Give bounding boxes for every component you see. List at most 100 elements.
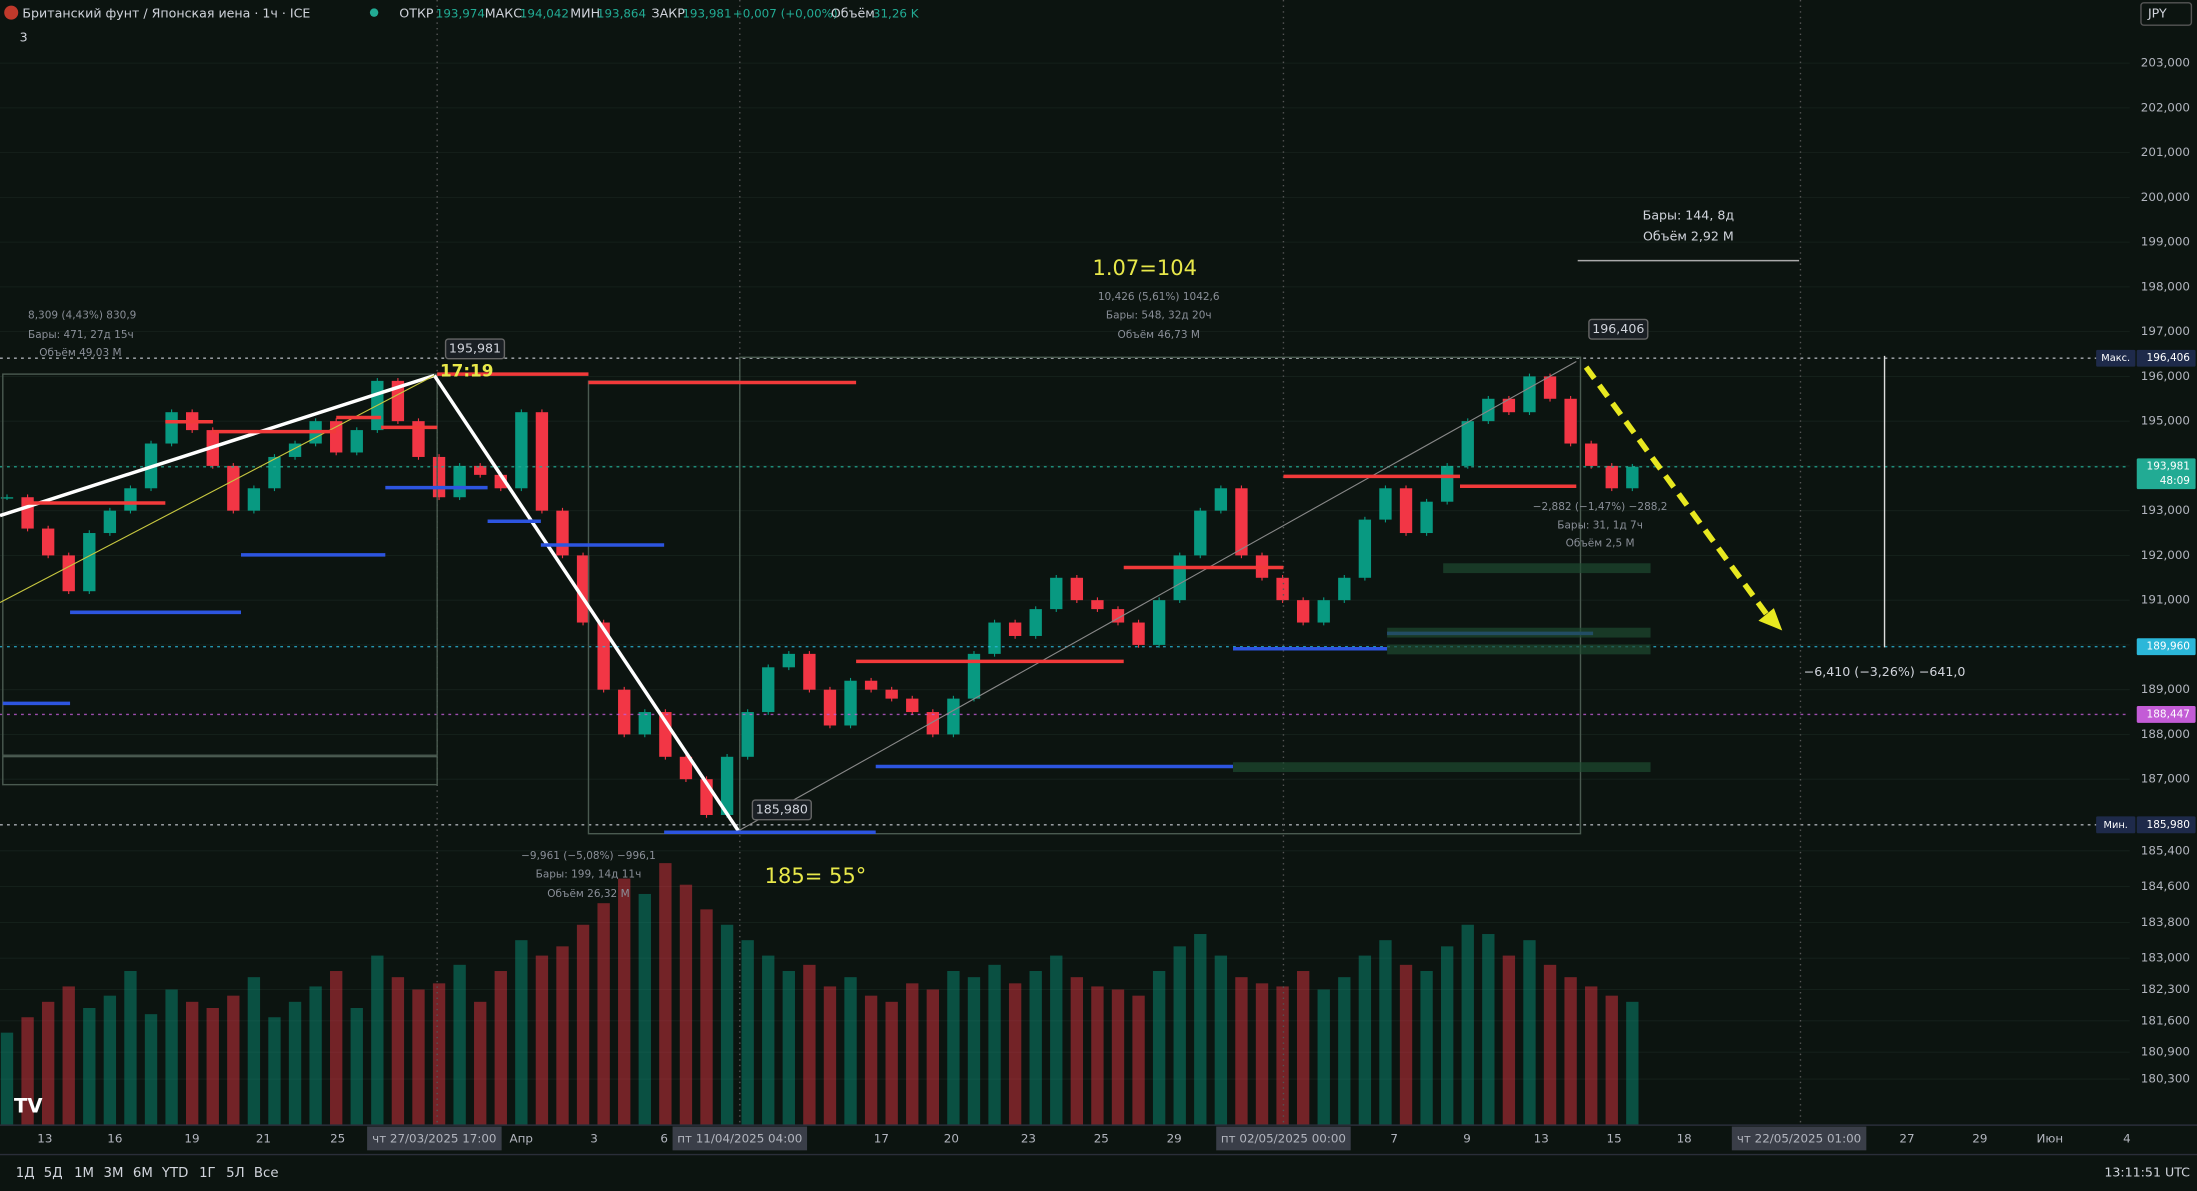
volume-bar (1255, 983, 1269, 1126)
ohlc-label: МАКС (485, 6, 522, 21)
range-text: −6,410 (−3,26%) −641,0 (1804, 664, 1966, 679)
candle-body (1194, 510, 1207, 556)
measure-text: Бары: 199, 14д 11ч (536, 868, 642, 880)
measure-text: Бары: 548, 32д 20ч (1106, 309, 1212, 321)
y-tick-label: 192,000 (2141, 548, 2190, 562)
candle-body (62, 555, 75, 592)
price-tag-text: Мин. (2104, 820, 2128, 831)
volume-bar (988, 964, 1001, 1126)
candle-body (432, 456, 446, 498)
candle-body (391, 380, 405, 422)
price-badge (2136, 349, 2196, 367)
trend-line (0, 373, 435, 518)
measure-box (2, 755, 438, 786)
volume-bar (1008, 983, 1022, 1126)
volume-bar (1420, 971, 1433, 1126)
candle-body (535, 412, 549, 511)
price-tag (2096, 349, 2136, 367)
countdown: 48:09 (2160, 475, 2190, 487)
volume-bar (21, 1017, 34, 1126)
period-button[interactable]: 5Д (44, 1166, 63, 1181)
candle-body (597, 622, 610, 690)
x-tick-label: 18 (1677, 1132, 1692, 1146)
volume-bar (1626, 1001, 1639, 1126)
candle-body (1399, 488, 1413, 534)
measure-text: Объём 46,73 M (1118, 329, 1200, 341)
x-tick-label: 20 (944, 1132, 959, 1146)
measure-text: 8,309 (4,43%) 830,9 (28, 309, 136, 321)
volume-bar (1461, 924, 1474, 1126)
candle-body (782, 653, 795, 668)
volume-bar (1194, 934, 1207, 1126)
clock: 13:11:51 UTC (2104, 1164, 2190, 1179)
volume-bar (700, 909, 713, 1126)
volume-bar (1543, 964, 1557, 1126)
measure-text: Объём 49,03 M (39, 347, 121, 359)
period-button[interactable]: 1М (74, 1166, 94, 1181)
candle-body (967, 653, 981, 699)
candle-body (823, 689, 837, 726)
period-button[interactable]: YTD (161, 1166, 188, 1181)
period-button[interactable]: 5Л (226, 1166, 244, 1181)
volume-bar (967, 977, 981, 1126)
period-button[interactable]: 1Г (199, 1166, 216, 1181)
candle-body (83, 533, 96, 592)
volume-bar (1235, 977, 1248, 1126)
x-tick-label: 29 (1972, 1132, 1987, 1146)
time-cursor-badge (1216, 1126, 1351, 1151)
candle-body (268, 456, 281, 489)
candle-body (947, 698, 960, 735)
volume-bar (1173, 946, 1186, 1126)
volume-bar (144, 1014, 158, 1126)
candle-body (227, 465, 240, 511)
volume-bar (1317, 989, 1330, 1126)
currency-button[interactable] (2140, 2, 2193, 26)
period-button[interactable]: 6М (133, 1166, 153, 1181)
measure-text: −2,882 (−1,47%) −288,2 (1533, 501, 1668, 513)
period-button[interactable]: Все (254, 1166, 279, 1181)
logo: TV (14, 1094, 43, 1117)
volume-bar (247, 977, 261, 1126)
y-tick-label: 184,600 (2141, 879, 2190, 893)
volume-bar (803, 964, 816, 1126)
candle-body (906, 698, 919, 713)
candle-body (618, 689, 631, 735)
candle-body (1605, 465, 1618, 489)
symbol[interactable]: Британский фунт / Японская иена · 1ч · I… (22, 6, 310, 21)
candle-body (1482, 398, 1495, 422)
candle-body (1358, 519, 1372, 578)
trend-line (738, 361, 1577, 832)
candle-body (803, 653, 816, 690)
price-tag (2096, 816, 2136, 834)
volume-bar (206, 1007, 219, 1126)
measure-box (2, 373, 438, 756)
fib-label: 1.07=104 (1093, 255, 1197, 280)
price-badge (2136, 816, 2196, 834)
period-button[interactable]: 1Д (16, 1166, 35, 1181)
volume-bar (1091, 986, 1104, 1126)
x-tick-label: 17 (874, 1132, 889, 1146)
price-badge-text: 188,447 (2147, 708, 2190, 720)
volume-bar (1523, 940, 1536, 1126)
volume-bar (906, 983, 919, 1126)
x-tick-label: 25 (1094, 1132, 1109, 1146)
price-tag-text: Макс. (2101, 353, 2130, 364)
candle-body (165, 412, 178, 444)
volume-bar (618, 878, 631, 1126)
y-tick-label: 201,000 (2141, 145, 2190, 159)
drawings (0, 0, 1886, 1126)
price-bubble-text: 185,980 (756, 801, 808, 816)
currency[interactable]: JPY (2147, 6, 2167, 21)
price-bubble (1588, 318, 1649, 340)
y-tick-label: 180,900 (2141, 1045, 2190, 1059)
candle-body (988, 622, 1001, 654)
volume-bar (330, 971, 343, 1126)
candle-body (1235, 488, 1248, 556)
y-tick-label: 182,300 (2141, 982, 2190, 996)
indicators-toggle[interactable]: 3 (20, 29, 28, 44)
period-button[interactable]: 3М (104, 1166, 124, 1181)
volume-bar (885, 1001, 898, 1126)
